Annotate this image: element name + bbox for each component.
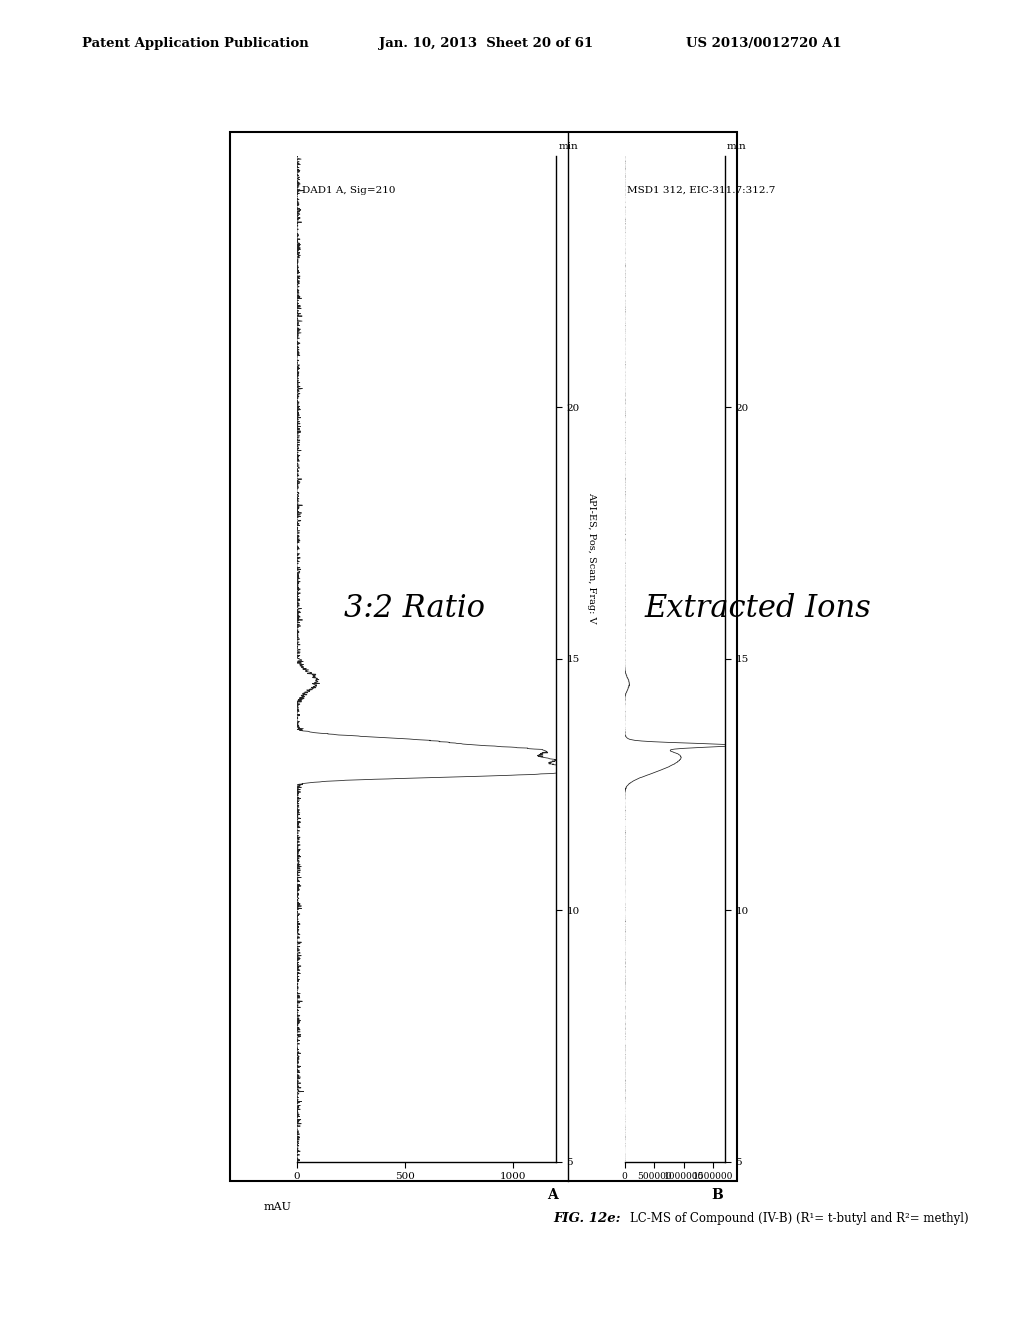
Text: 3:2 Ratio: 3:2 Ratio <box>344 593 484 624</box>
Text: US 2013/0012720 A1: US 2013/0012720 A1 <box>686 37 842 50</box>
Text: Extracted Ions: Extracted Ions <box>645 593 871 624</box>
Text: FIG. 12e:: FIG. 12e: <box>553 1212 621 1225</box>
Text: Jan. 10, 2013  Sheet 20 of 61: Jan. 10, 2013 Sheet 20 of 61 <box>379 37 593 50</box>
Text: min: min <box>727 141 746 150</box>
Text: DAD1 A, Sig=210: DAD1 A, Sig=210 <box>302 186 395 195</box>
Text: mAU: mAU <box>263 1201 291 1212</box>
Text: LC-MS of Compound (IV-B) (R¹= t-butyl and R²= methyl): LC-MS of Compound (IV-B) (R¹= t-butyl an… <box>630 1212 969 1225</box>
Text: MSD1 312, EIC-311.7:312.7: MSD1 312, EIC-311.7:312.7 <box>627 186 775 195</box>
Text: A: A <box>548 1188 558 1203</box>
Text: B: B <box>711 1188 723 1203</box>
Text: Patent Application Publication: Patent Application Publication <box>82 37 308 50</box>
Text: min: min <box>559 141 579 150</box>
Text: API-ES, Pos, Scan, Frag: V: API-ES, Pos, Scan, Frag: V <box>587 492 596 624</box>
